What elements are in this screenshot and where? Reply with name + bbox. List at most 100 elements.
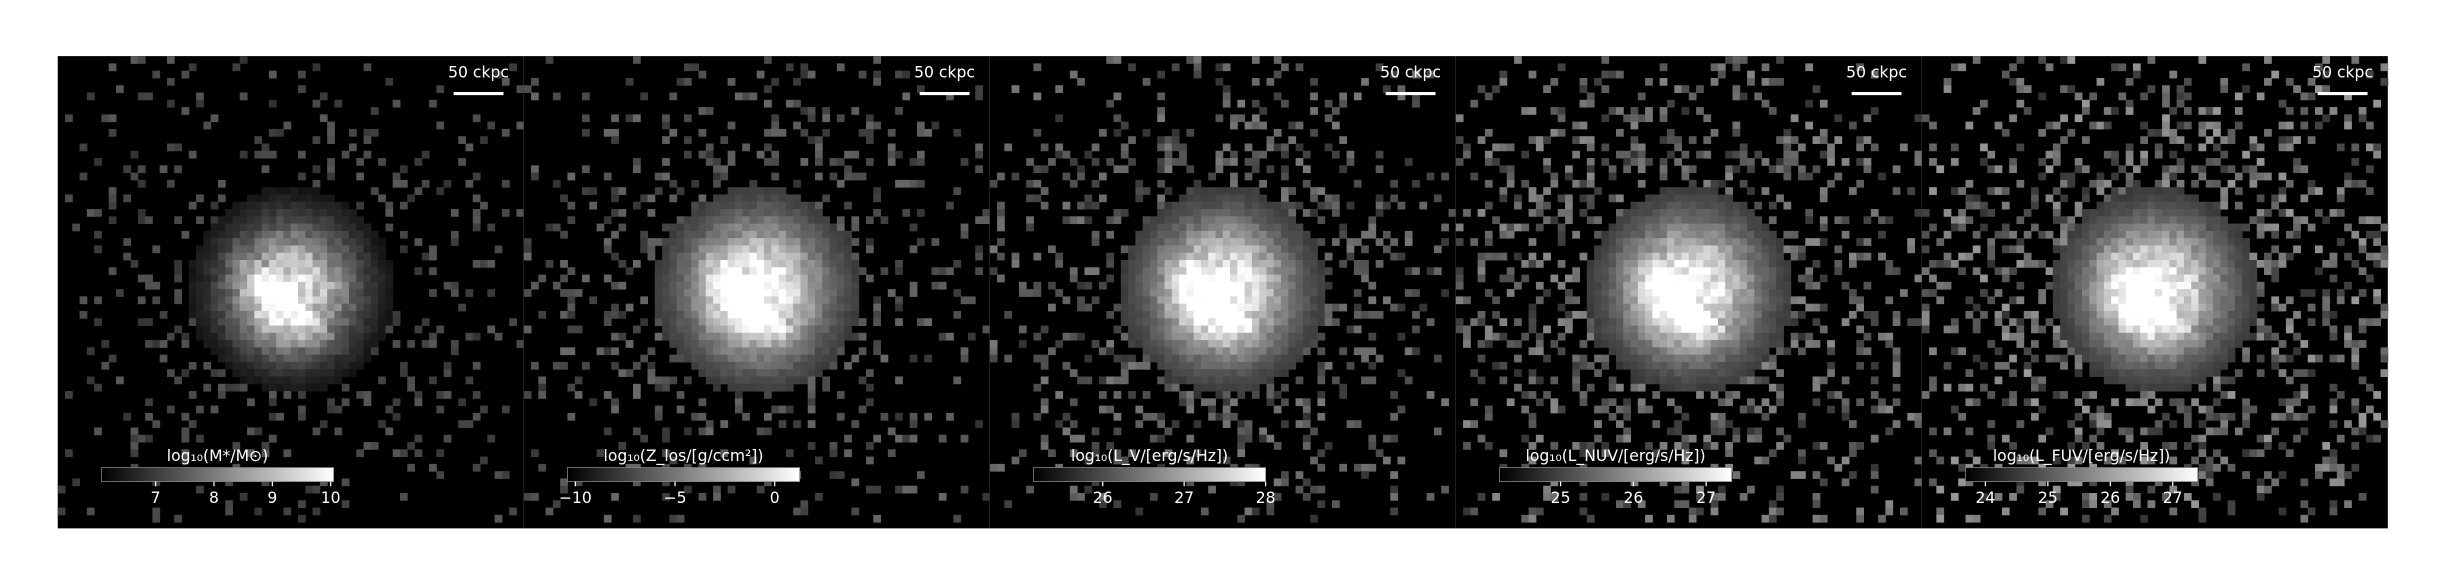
map-pixel — [822, 361, 831, 370]
map-pixel — [749, 369, 758, 377]
map-pixel — [800, 376, 809, 385]
map-pixel — [1193, 332, 1202, 341]
map-pixel — [1776, 492, 1784, 501]
map-pixel — [1674, 216, 1682, 225]
map-pixel — [1557, 128, 1566, 137]
map-pixel — [734, 383, 743, 392]
map-pixel — [298, 187, 306, 195]
map-pixel — [1980, 289, 1988, 297]
map-pixel — [771, 274, 780, 283]
map-pixel — [1601, 114, 1610, 123]
map-pixel — [196, 259, 204, 268]
map-pixel — [1921, 230, 1930, 239]
map-pixel — [1069, 449, 1078, 458]
map-pixel — [778, 223, 787, 232]
map-pixel — [225, 216, 233, 225]
map-pixel — [713, 201, 721, 210]
map-pixel — [822, 383, 831, 392]
map-pixel — [276, 296, 284, 305]
map-pixel — [1579, 194, 1588, 203]
map-pixel — [276, 245, 284, 254]
map-pixel — [312, 99, 321, 108]
map-pixel — [1120, 296, 1129, 305]
map-pixel — [1783, 289, 1792, 297]
map-pixel — [196, 245, 204, 254]
map-pixel — [1222, 99, 1231, 108]
map-pixel — [1827, 361, 1835, 370]
map-pixel — [1281, 274, 1289, 283]
map-pixel — [378, 289, 386, 297]
map-pixel — [662, 318, 670, 326]
map-pixel — [1142, 347, 1151, 356]
map-pixel — [305, 303, 314, 312]
map-pixel — [378, 420, 386, 428]
map-pixel — [247, 267, 255, 276]
map-pixel — [1608, 398, 1617, 407]
map-pixel — [407, 340, 416, 348]
map-pixel — [713, 369, 721, 377]
map-pixel — [305, 281, 314, 290]
map-pixel — [1725, 165, 1733, 174]
map-pixel — [225, 281, 233, 290]
map-pixel — [1557, 332, 1566, 341]
map-pixel — [1215, 223, 1224, 232]
map-pixel — [1543, 252, 1551, 261]
map-pixel — [188, 201, 197, 210]
map-pixel — [771, 369, 780, 377]
map-pixel — [793, 245, 801, 254]
map-pixel — [807, 230, 816, 239]
map-pixel — [1768, 500, 1777, 509]
map-pixel — [334, 230, 343, 239]
map-pixel — [1128, 281, 1136, 290]
map-pixel — [1659, 318, 1668, 326]
map-pixel — [1208, 209, 1216, 217]
map-pixel — [1703, 252, 1712, 261]
map-pixel — [1637, 201, 1646, 210]
map-pixel — [1761, 361, 1770, 370]
map-pixel — [327, 296, 335, 305]
map-pixel — [1681, 281, 1690, 290]
map-pixel — [429, 245, 437, 254]
map-pixel — [1317, 296, 1326, 305]
map-pixel — [94, 427, 102, 436]
map-pixel — [662, 114, 670, 123]
map-pixel — [1412, 289, 1420, 297]
map-pixel — [865, 274, 874, 283]
map-pixels — [57, 56, 525, 523]
map-pixel — [793, 361, 801, 370]
map-pixel — [458, 303, 466, 312]
map-pixel — [1747, 77, 1755, 86]
map-pixel — [261, 332, 270, 341]
map-pixel — [1382, 434, 1391, 443]
map-pixel — [1776, 194, 1784, 203]
map-pixel — [305, 318, 314, 326]
map-pixel — [94, 158, 102, 166]
map-pixel — [1594, 289, 1602, 297]
map-pixel — [1142, 303, 1151, 312]
map-pixel — [1157, 223, 1165, 232]
map-pixel — [676, 289, 685, 297]
map-pixel — [916, 209, 925, 217]
map-pixel — [1317, 201, 1326, 210]
map-pixel — [217, 296, 226, 305]
map-pixel — [1710, 281, 1719, 290]
map-pixel — [1375, 150, 1384, 159]
map-pixel — [1412, 99, 1420, 108]
map-pixel — [1200, 267, 1209, 276]
map-pixel — [953, 376, 962, 385]
map-pixel — [713, 216, 721, 225]
map-pixel — [108, 267, 117, 276]
map-pixel — [1339, 303, 1348, 312]
map-pixel — [1754, 252, 1763, 261]
map-pixel — [1361, 274, 1369, 283]
map-pixel — [1594, 274, 1602, 283]
map-pixel — [822, 107, 831, 115]
map-pixel — [1215, 325, 1224, 334]
map-pixel — [865, 136, 874, 144]
map-pixel — [1484, 405, 1493, 414]
map-pixel — [123, 165, 132, 174]
map-pixel — [327, 332, 335, 341]
map-pixel — [1776, 158, 1784, 166]
map-pixel — [1696, 209, 1704, 217]
map-pixel — [174, 296, 182, 305]
